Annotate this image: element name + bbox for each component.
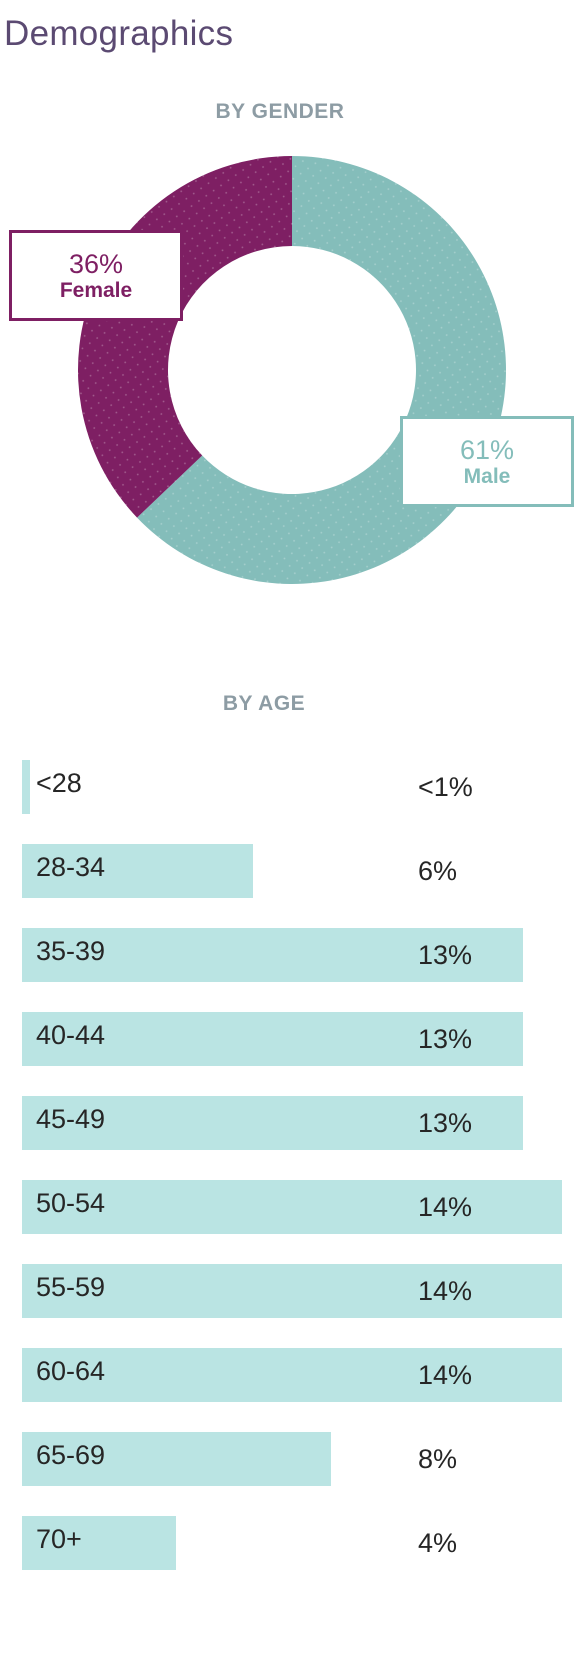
age-value-label: 14% (418, 1360, 473, 1390)
age-row: 50-54 14% (0, 1180, 580, 1234)
male-percent-label: 61% (459, 435, 515, 465)
age-row: 28-34 6% (0, 844, 580, 898)
age-category-label: 55-59 (36, 1272, 106, 1302)
age-bar (22, 1180, 562, 1234)
age-value-label: <1% (418, 772, 473, 802)
age-value-label: 8% (418, 1444, 458, 1474)
age-category-label: 35-39 (36, 936, 106, 966)
age-row: 45-49 13% (0, 1096, 580, 1150)
age-category-label: 50-54 (36, 1188, 106, 1218)
age-bar (22, 844, 254, 898)
age-bar (22, 1348, 562, 1402)
age-value-label: 6% (418, 856, 458, 886)
female-callout: 36% Female (9, 230, 183, 321)
age-row: 60-64 14% (0, 1348, 580, 1402)
gender-chart-title: BY GENDER (215, 100, 345, 123)
age-value-label: 13% (418, 1024, 473, 1054)
age-value-label: 13% (418, 1108, 473, 1138)
age-bar (22, 1264, 562, 1318)
age-bar (22, 1432, 331, 1486)
age-category-label: <28 (36, 768, 82, 798)
age-category-label: 65-69 (36, 1440, 106, 1470)
age-category-label: 70+ (36, 1524, 82, 1554)
age-value-label: 14% (418, 1192, 473, 1222)
donut-slice-texture (78, 156, 292, 518)
age-row: <28 <1% (0, 760, 580, 814)
gender-donut-chart (78, 156, 507, 584)
male-callout: 61% Male (400, 416, 574, 507)
age-bar (22, 760, 30, 814)
age-bar (22, 1516, 177, 1570)
age-category-label: 45-49 (36, 1104, 106, 1134)
age-value-label: 4% (418, 1528, 458, 1558)
age-value-label: 14% (418, 1276, 473, 1306)
age-row: 65-69 8% (0, 1432, 580, 1486)
age-row: 55-59 14% (0, 1264, 580, 1318)
age-bar (22, 1012, 524, 1066)
age-value-label: 13% (418, 940, 473, 970)
age-chart-title: BY AGE (222, 692, 306, 715)
age-row: 70+ 4% (0, 1516, 580, 1570)
age-category-label: 28-34 (36, 852, 106, 882)
age-bar (22, 928, 524, 982)
age-row: 40-44 13% (0, 1012, 580, 1066)
age-bar-chart: <28 <1% 28-34 6% 35-39 13% 40-44 13% 45-49 13% 50-… (0, 760, 580, 1590)
age-bar (22, 1096, 524, 1150)
age-category-label: 40-44 (36, 1020, 106, 1050)
age-category-label: 60-64 (36, 1356, 106, 1386)
page-title: Demographics (4, 14, 234, 53)
male-category-label: Male (463, 465, 511, 488)
age-row: 35-39 13% (0, 928, 580, 982)
female-percent-label: 36% (68, 249, 124, 279)
female-category-label: Female (59, 279, 133, 302)
